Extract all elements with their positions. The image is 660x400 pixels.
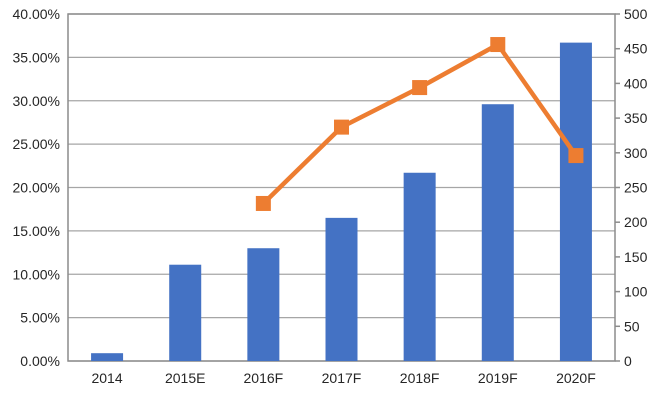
left-axis-label: 35.00% <box>13 49 60 65</box>
x-axis-label: 2018F <box>400 370 440 386</box>
right-axis-label: 50 <box>624 318 640 334</box>
right-axis-label: 500 <box>624 6 648 22</box>
bar-2017F <box>325 217 358 361</box>
right-axis-label: 150 <box>624 249 648 265</box>
left-axis-label: 25.00% <box>13 136 60 152</box>
right-axis-label: 0 <box>624 353 632 369</box>
left-axis-label: 5.00% <box>20 310 60 326</box>
x-axis-label: 2016F <box>244 370 284 386</box>
line-marker-2017F <box>334 119 349 135</box>
left-axis-label: 30.00% <box>13 93 60 109</box>
right-axis-label: 200 <box>624 214 648 230</box>
line-marker-2020F <box>568 148 584 164</box>
left-axis-label: 40.00% <box>13 6 60 22</box>
bar-2020F <box>559 42 592 361</box>
left-axis-label: 20.00% <box>13 180 60 196</box>
right-axis-label: 100 <box>624 284 648 300</box>
right-axis-label: 300 <box>624 145 648 161</box>
x-axis-label: 2015E <box>165 370 205 386</box>
x-axis-label: 2014 <box>91 370 122 386</box>
line-marker-2018F <box>412 80 428 96</box>
bar-2015E <box>169 264 202 361</box>
line-marker-2016F <box>255 195 271 211</box>
line-marker-2019F <box>490 37 506 53</box>
x-axis-label: 2017F <box>322 370 362 386</box>
right-axis-label: 450 <box>624 41 648 57</box>
right-axis-label: 400 <box>624 75 648 91</box>
bar-2019F <box>481 104 514 361</box>
x-axis-label: 2019F <box>478 370 518 386</box>
bar-2016F <box>247 248 280 361</box>
left-axis-label: 10.00% <box>13 266 60 282</box>
right-axis-label: 350 <box>624 110 648 126</box>
x-axis-label: 2020F <box>556 370 596 386</box>
bar-2014 <box>91 353 124 361</box>
bar-2018F <box>403 172 436 361</box>
left-axis-label: 15.00% <box>13 223 60 239</box>
left-axis-label: 0.00% <box>20 353 60 369</box>
right-axis-label: 250 <box>624 180 648 196</box>
